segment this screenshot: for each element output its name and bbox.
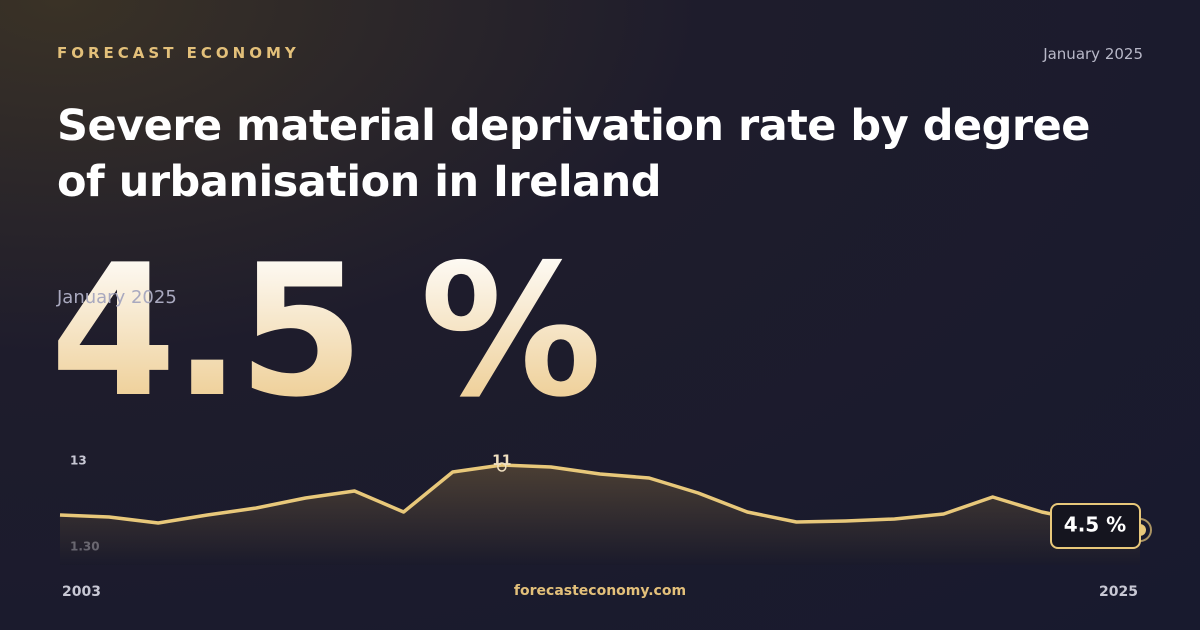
peak-marker — [497, 462, 507, 472]
site: forecasteconomy.com — [513, 583, 687, 599]
title: Severe material deprivation rate by degr… — [57, 101, 1090, 207]
line — [59, 463, 1141, 532]
end-label-box — [1050, 503, 1141, 549]
date: January 2025 — [1043, 45, 1143, 63]
y-tick-label: 13 — [70, 454, 87, 468]
headline-date: January 2025 — [57, 287, 177, 308]
peak-label: 11 — [492, 453, 511, 469]
end-label: 4.5 % — [1064, 513, 1126, 537]
x-tick-label: 2025 — [1099, 584, 1138, 600]
headline-value: 4.5 % — [50, 225, 602, 437]
area — [60, 465, 1140, 565]
x-tick-label: 2003 — [62, 584, 101, 600]
brand: FORECAST ECONOMY — [57, 44, 300, 62]
